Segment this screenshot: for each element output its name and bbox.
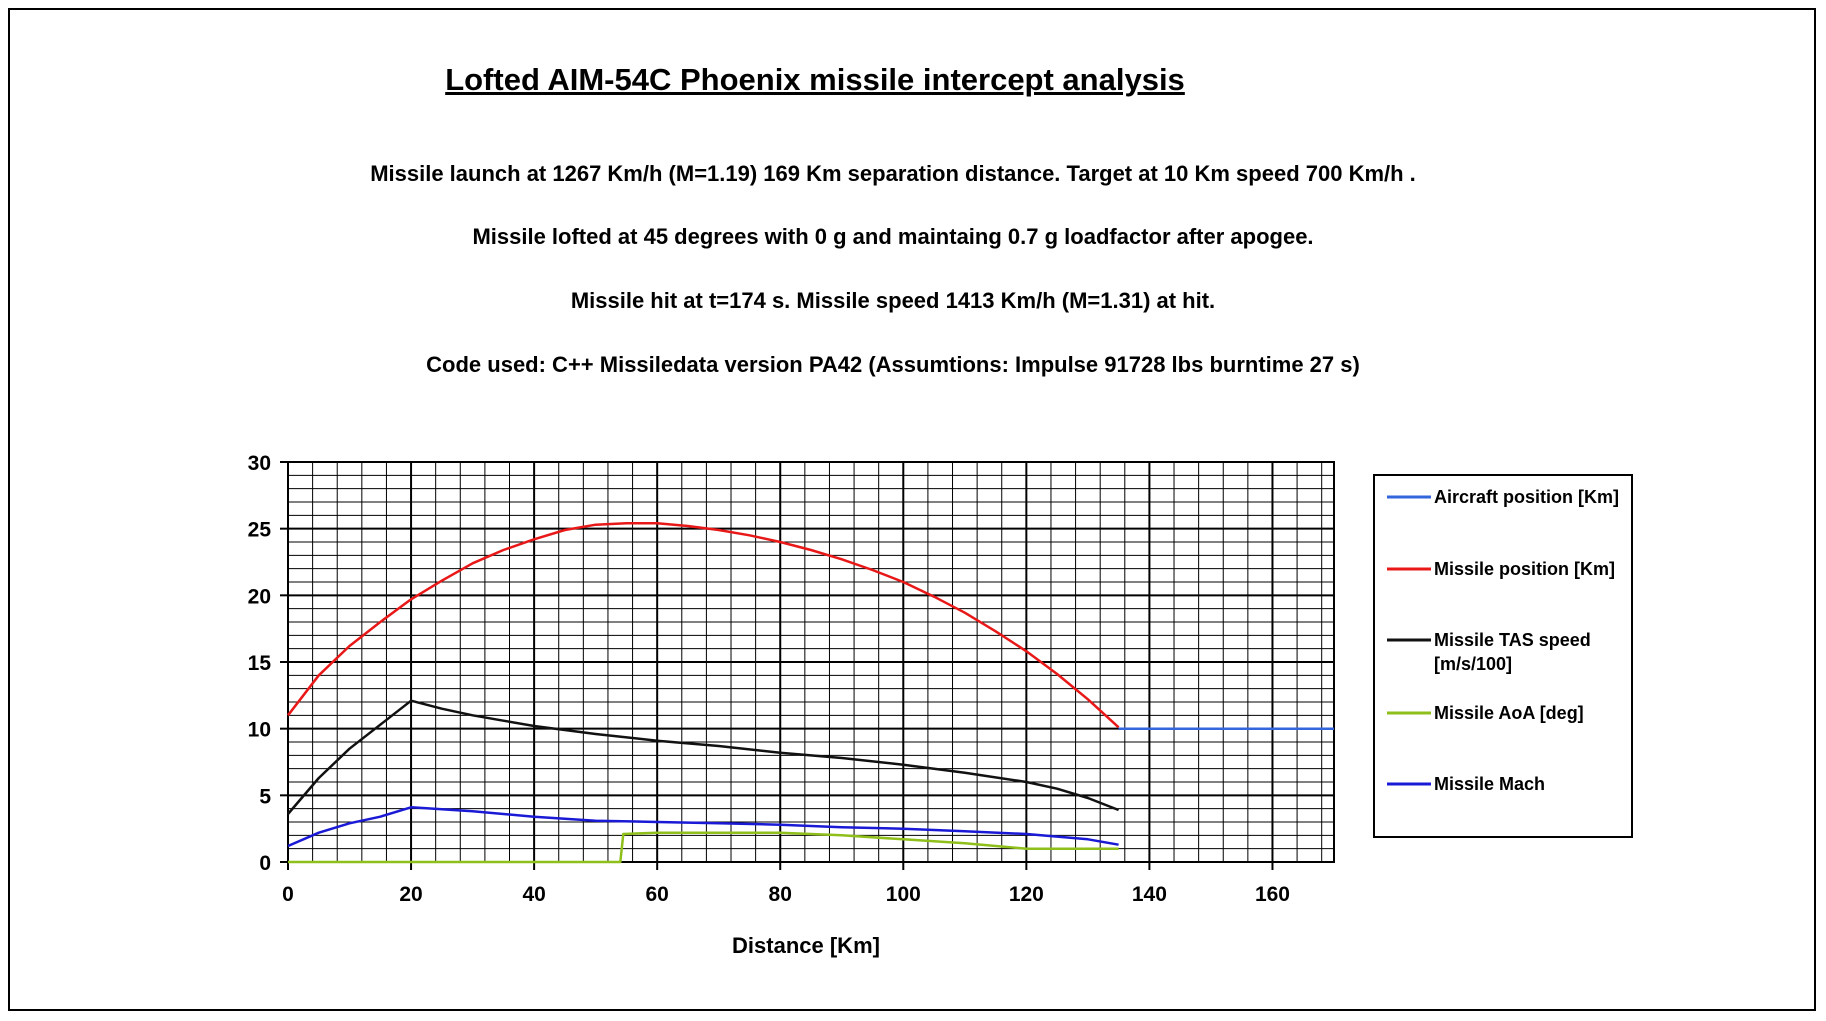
legend-box [1373, 474, 1633, 838]
y-tick-label: 20 [248, 585, 271, 608]
series-line-4 [288, 831, 1119, 864]
hit-info-text: Missile hit at t=174 s. Missile speed 14… [570, 288, 1216, 313]
legend-label-4: Missile AoA [deg] [1434, 703, 1584, 723]
series-line-2 [287, 522, 1120, 729]
chart-series [287, 522, 1334, 864]
legend-label-5: Missile Mach [1434, 774, 1545, 794]
legend-label-1: Aircraft position [Km] [1434, 487, 1619, 507]
x-axis-title: Distance [Km] [732, 933, 880, 958]
legend-label-2: Missile position [Km] [1434, 559, 1615, 579]
x-tick-label: 20 [399, 883, 422, 906]
x-tick-label: 160 [1255, 883, 1290, 906]
code-info-text: Code used: C++ Missiledata version PA42 … [426, 352, 1360, 377]
y-tick-label: 5 [259, 785, 271, 808]
y-tick-label: 10 [248, 719, 271, 742]
chart-grid [287, 461, 1334, 863]
x-tick-label: 40 [522, 883, 545, 906]
x-tick-label: 0 [282, 883, 294, 906]
x-tick-label: 60 [645, 883, 668, 906]
loft-info-text: Missile lofted at 45 degrees with 0 g an… [472, 224, 1314, 249]
x-tick-label: 100 [886, 883, 921, 906]
launch-info-text: Missile launch at 1267 Km/h (M=1.19) 169… [370, 161, 1416, 186]
legend-label-3: Missile TAS speed [1434, 630, 1591, 650]
series-line-5 [287, 806, 1119, 848]
series-line-3 [287, 699, 1120, 815]
y-tick-label: 30 [248, 452, 271, 475]
chart-legend: Aircraft position [Km] Missile position [… [1373, 474, 1633, 838]
x-tick-label: 120 [1009, 883, 1044, 906]
chart-title: Lofted AIM-54C Phoenix missile intercept… [445, 62, 1185, 97]
x-tick-label: 80 [769, 883, 792, 906]
y-tick-label: 15 [248, 652, 272, 675]
chart-axes: 0 20 40 60 80 100 120 140 160 0 5 10 15 20 25 30 Distanc… [248, 452, 1335, 958]
y-tick-label: 0 [259, 852, 271, 875]
legend-label-3: [m/s/100] [1434, 654, 1512, 674]
x-tick-label: 140 [1132, 883, 1167, 906]
y-tick-label: 25 [248, 519, 272, 542]
